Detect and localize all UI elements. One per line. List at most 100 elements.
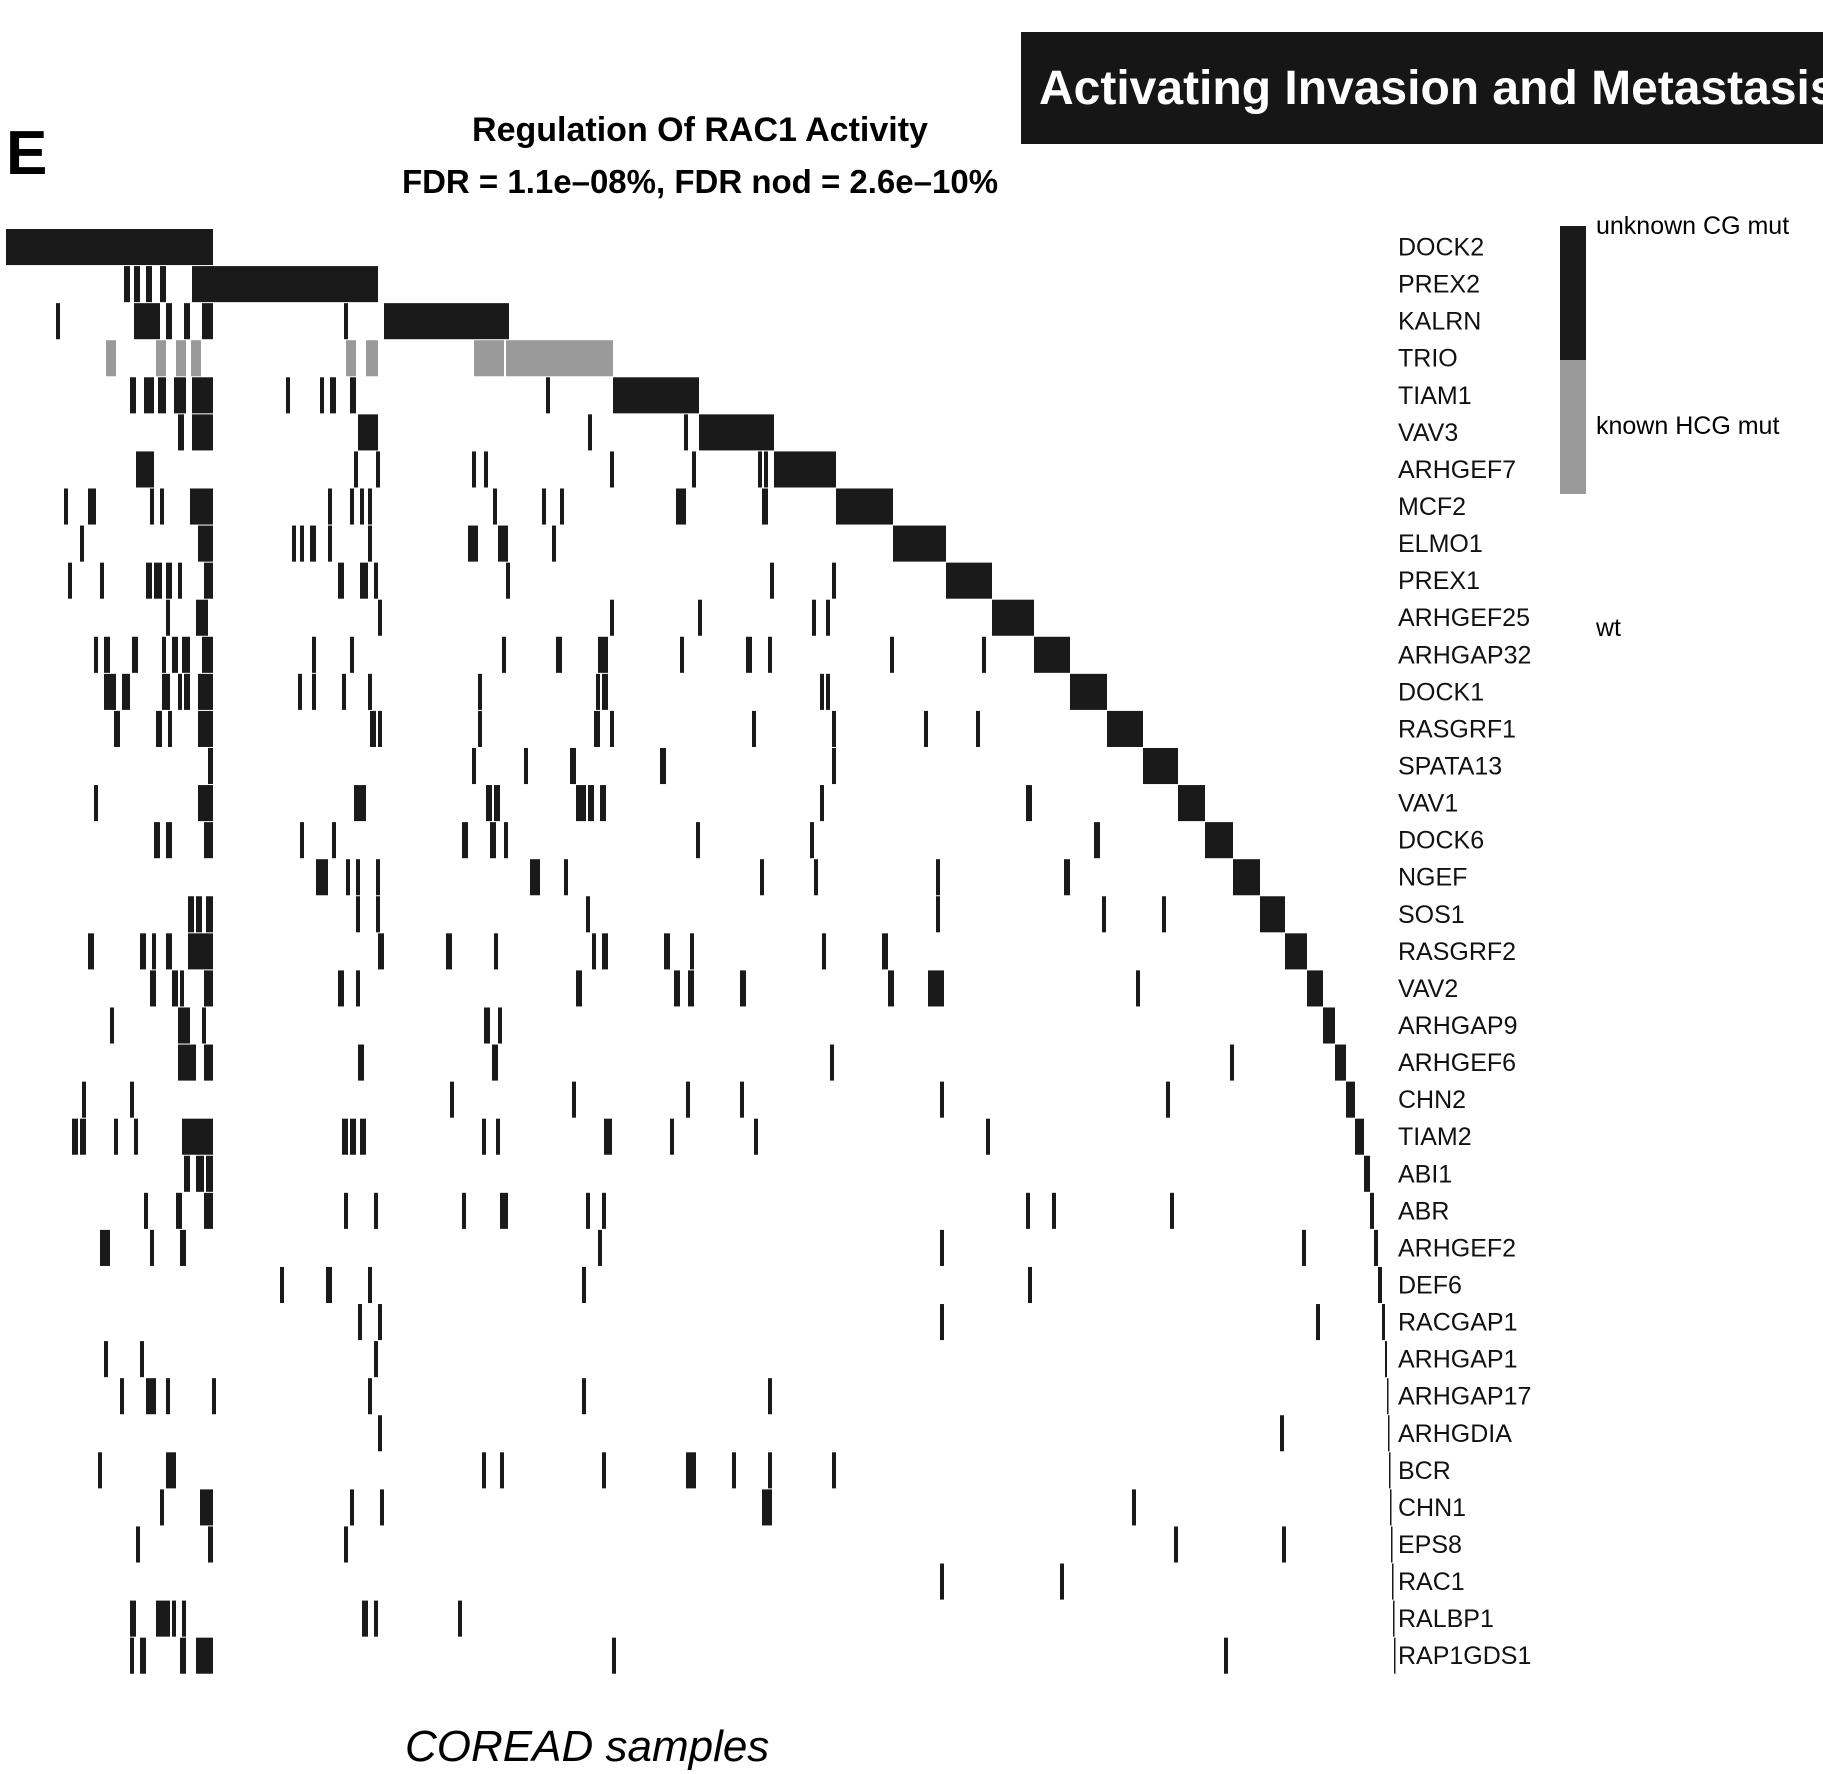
mutation-cell <box>542 488 546 525</box>
mutation-cell <box>98 1452 102 1489</box>
section-banner: Activating Invasion and Metastasis <box>1021 32 1823 144</box>
mutation-cell-known <box>156 340 166 377</box>
mutation-cell <box>166 599 170 636</box>
mutation-cell <box>754 1118 758 1155</box>
mutation-cell <box>180 970 184 1007</box>
mutation-cell <box>462 1192 466 1229</box>
mutation-cell <box>830 1044 834 1081</box>
mutation-cell <box>320 377 324 414</box>
mutation-cell <box>178 1007 186 1044</box>
mutation-cell <box>368 1378 372 1415</box>
mutation-cell <box>588 414 592 451</box>
mutation-cell <box>316 859 322 896</box>
mutation-cell <box>350 636 354 673</box>
mutation-cell <box>940 1229 944 1266</box>
mutation-cell <box>176 1192 182 1229</box>
mutation-cell <box>326 1266 332 1304</box>
mutation-cell <box>184 1007 190 1044</box>
mutation-cell <box>762 1489 772 1526</box>
mutation-cell <box>144 377 154 414</box>
gene-label: ARHGEF6 <box>1398 1049 1516 1077</box>
mutation-cell <box>344 1192 348 1229</box>
mutation-cell <box>360 488 364 525</box>
mutation-cell <box>198 525 213 562</box>
mutation-cell <box>154 562 162 599</box>
gene-label: ABR <box>1398 1197 1449 1225</box>
mutation-cell <box>162 673 170 710</box>
mutation-cell <box>982 636 986 673</box>
mutation-cell <box>130 377 136 414</box>
mutation-block <box>6 229 213 266</box>
mutation-cell <box>498 1007 502 1044</box>
mutation-block <box>1393 1600 1395 1637</box>
mutation-cell <box>500 1452 504 1489</box>
mutation-cell <box>350 488 354 525</box>
gene-label: RACGAP1 <box>1398 1309 1517 1337</box>
legend-label-wt: wt <box>1596 614 1621 642</box>
mutation-cell <box>494 933 498 970</box>
mutation-block <box>1285 933 1307 970</box>
mutation-cell <box>204 1192 213 1229</box>
mutation-cell <box>178 673 182 710</box>
mutation-block <box>1391 1526 1393 1563</box>
mutation-cell <box>376 451 380 488</box>
mutation-cell <box>198 710 213 747</box>
mutation-cell <box>506 562 510 599</box>
mutation-cell <box>202 303 213 340</box>
mutation-cell <box>202 599 208 636</box>
mutation-cell <box>160 488 164 525</box>
mutation-cell <box>450 1081 454 1118</box>
mutation-cell <box>936 859 940 896</box>
gene-label: TRIO <box>1398 345 1458 373</box>
mutation-cell <box>130 1600 136 1637</box>
mutation-cell <box>940 1304 944 1341</box>
mutation-cell <box>576 785 586 822</box>
mutation-cell <box>1026 785 1032 822</box>
mutation-block <box>1178 785 1205 822</box>
mutation-cell <box>356 859 360 896</box>
mutation-cell <box>280 1266 284 1304</box>
mutation-block <box>1374 1229 1378 1266</box>
mutation-cell <box>610 451 614 488</box>
mutation-cell <box>380 1489 384 1526</box>
mutation-block <box>1205 822 1233 859</box>
mutation-cell <box>72 1118 78 1155</box>
mutation-cell <box>1026 1192 1030 1229</box>
mutation-cell <box>826 673 830 710</box>
mutation-cell <box>1302 1229 1306 1266</box>
mutation-block <box>946 562 992 599</box>
mutation-cell <box>1132 1489 1136 1526</box>
gene-label: CHN2 <box>1398 1086 1466 1114</box>
mutation-cell <box>820 785 824 822</box>
mutation-cell <box>196 1637 213 1674</box>
mutation-cell <box>160 1489 164 1526</box>
gene-label: VAV1 <box>1398 790 1458 818</box>
mutation-cell <box>812 599 816 636</box>
mutation-cell <box>494 785 500 822</box>
mutation-cell <box>478 673 482 710</box>
mutation-cell <box>172 970 178 1007</box>
mutation-cell <box>104 636 110 673</box>
mutation-cell <box>374 562 378 599</box>
mutation-cell <box>746 636 752 673</box>
mutation-cell <box>610 710 614 747</box>
mutation-cell <box>160 266 166 303</box>
mutation-cell <box>1282 1526 1286 1563</box>
mutation-block <box>1260 896 1285 933</box>
mutation-cell <box>486 785 492 822</box>
mutation-cell <box>136 1526 140 1563</box>
mutation-cell <box>556 636 562 673</box>
mutation-cell <box>768 636 772 673</box>
mutation-cell <box>206 1155 213 1192</box>
mutation-cell <box>822 933 826 970</box>
mutation-cell <box>760 859 764 896</box>
mutation-cell <box>586 1192 590 1229</box>
mutation-block <box>1335 1044 1346 1081</box>
mutation-cell <box>446 933 452 970</box>
mutation-cell <box>132 636 138 673</box>
mutation-cell <box>328 525 332 562</box>
mutation-cell <box>820 673 824 710</box>
mutation-cell <box>374 1192 378 1229</box>
mutation-cell <box>768 1452 772 1489</box>
mutation-cell <box>462 822 468 859</box>
